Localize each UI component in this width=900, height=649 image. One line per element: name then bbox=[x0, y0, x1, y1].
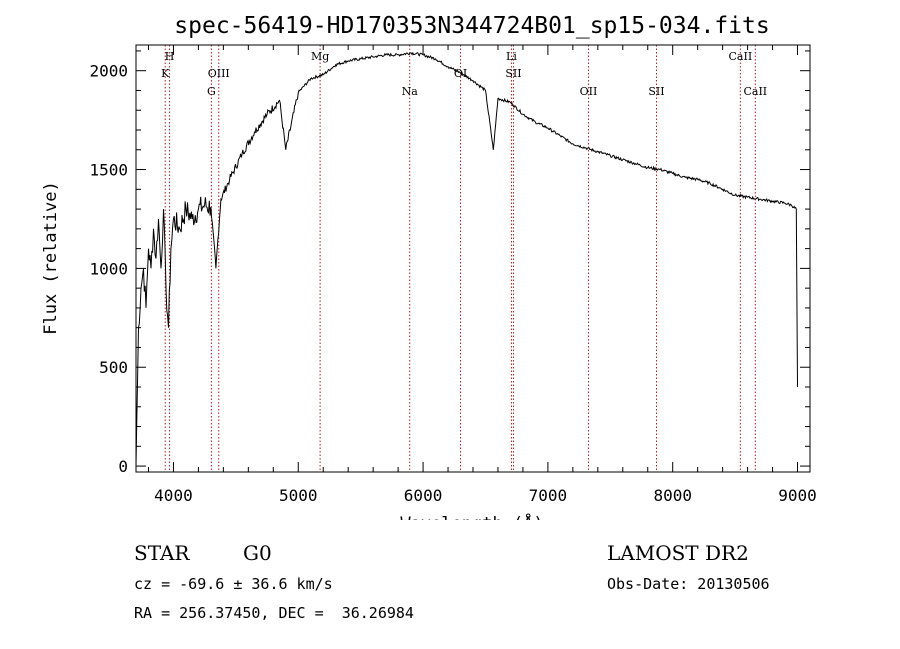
x-tick-label: 5000 bbox=[279, 486, 318, 505]
y-tick-label: 2000 bbox=[89, 62, 128, 81]
line-label-h: H bbox=[165, 50, 175, 63]
chart-title: spec-56419-HD170353N344724B01_sp15-034.f… bbox=[174, 13, 769, 39]
observation-date: Obs-Date: 20130506 bbox=[607, 575, 770, 593]
line-label-oiii: OIII bbox=[208, 67, 230, 80]
line-label-sii: SII bbox=[648, 85, 664, 98]
line-label-caii: CaII bbox=[743, 85, 767, 98]
line-label-mg: Mg bbox=[311, 50, 329, 63]
line-label-sii: SII bbox=[505, 67, 521, 80]
survey-name: LAMOST DR2 bbox=[607, 541, 749, 565]
x-axis: 4000 5000 6000 7000 8000 9000 bbox=[147, 45, 817, 505]
spectral-subclass: G0 bbox=[243, 541, 272, 565]
line-label-g: G bbox=[207, 85, 216, 98]
x-tick-label: 8000 bbox=[653, 486, 692, 505]
y-tick-label: 0 bbox=[118, 457, 128, 476]
line-label-na: Na bbox=[402, 85, 419, 98]
line-markers bbox=[164, 45, 756, 472]
y-tick-label: 1500 bbox=[89, 161, 128, 180]
line-label-oi: OI bbox=[454, 67, 467, 80]
x-tick-label: 4000 bbox=[154, 486, 193, 505]
line-label-li: Li bbox=[506, 50, 517, 63]
x-axis-label: Wavelength (Å) bbox=[400, 512, 543, 520]
line-label-caii: CaII bbox=[729, 50, 753, 63]
coordinates: RA = 256.37450, DEC = 36.26984 bbox=[134, 604, 414, 622]
line-labels: KH G OIII Mg Na OI Li SII OII SII CaII CaII bbox=[161, 50, 767, 98]
x-tick-label: 6000 bbox=[404, 486, 443, 505]
plot-frame bbox=[135, 44, 811, 473]
redshift-cz: cz = -69.6 ± 36.6 km/s bbox=[134, 575, 333, 593]
y-axis-label: Flux (relative) bbox=[41, 181, 61, 335]
y-tick-label: 500 bbox=[99, 358, 128, 377]
y-axis: 0 500 1000 1500 2000 bbox=[89, 50, 810, 476]
line-label-oii: OII bbox=[580, 85, 598, 98]
spectral-class: STAR bbox=[134, 541, 190, 565]
x-tick-label: 9000 bbox=[778, 486, 817, 505]
spectrum-series bbox=[135, 51, 798, 467]
line-label-k: K bbox=[161, 67, 170, 80]
x-tick-label: 7000 bbox=[529, 486, 568, 505]
y-tick-label: 1000 bbox=[89, 259, 128, 278]
spectrum-chart: spec-56419-HD170353N344724B01_sp15-034.f… bbox=[41, 13, 817, 520]
